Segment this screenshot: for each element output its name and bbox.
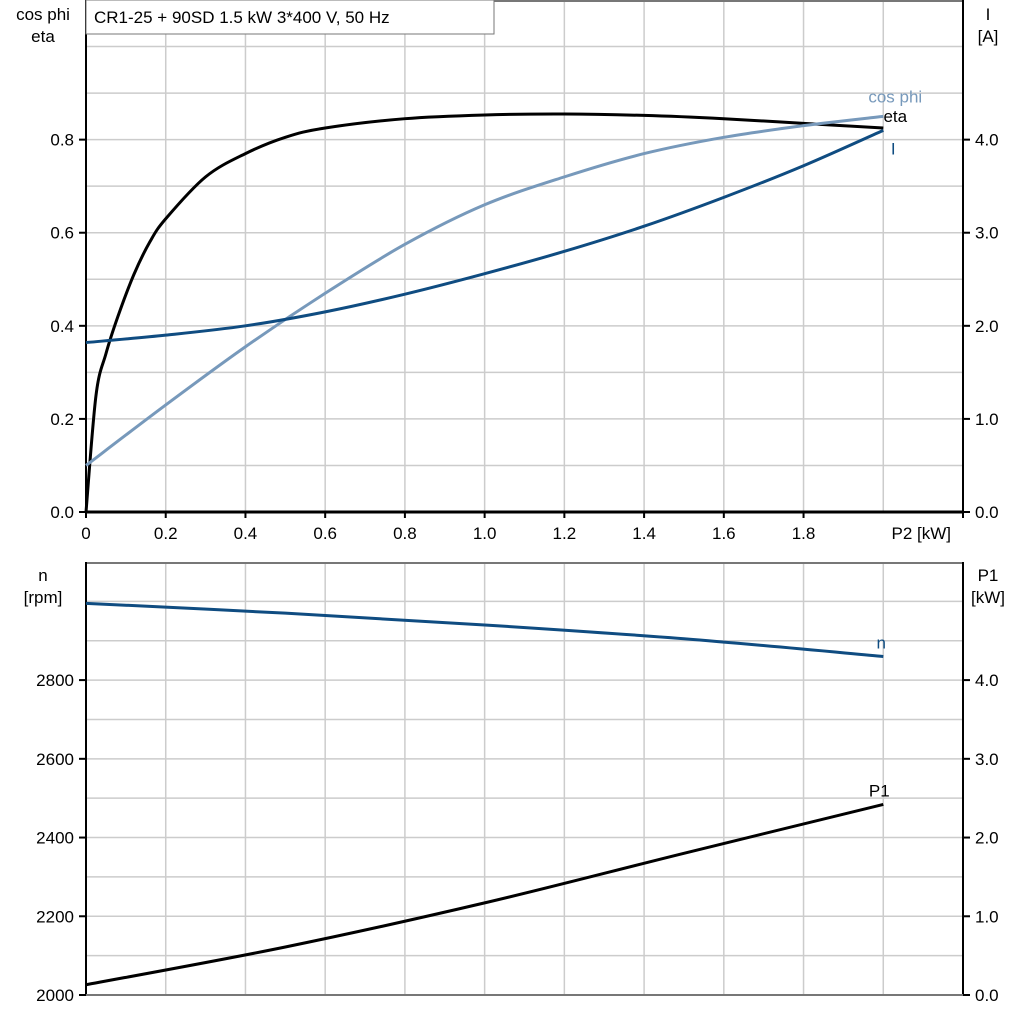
- x-tick-label: 1.2: [553, 524, 577, 543]
- series-line-P1: [85, 803, 884, 987]
- x-tick-label: 1.8: [792, 524, 816, 543]
- x-tick-label: 0.2: [154, 524, 178, 543]
- right-axis-label: [A]: [978, 27, 999, 46]
- x-tick-label: 1.0: [473, 524, 497, 543]
- x-axis-label: P2 [kW]: [892, 524, 952, 543]
- left-tick-label: 2000: [36, 986, 74, 1005]
- series-label-P1: P1: [869, 781, 890, 800]
- left-tick-label: 2800: [36, 671, 74, 690]
- left-axis-label: n: [38, 566, 47, 585]
- left-axis-label: cos phi: [16, 5, 70, 24]
- series-line-I: [85, 128, 884, 345]
- right-tick-label: 4.0: [975, 131, 999, 150]
- series-label-eta: eta: [883, 107, 907, 126]
- series-line-eta: [84, 112, 884, 513]
- series-label-I: I: [891, 139, 896, 158]
- chart-title: CR1-25 + 90SD 1.5 kW 3*400 V, 50 Hz: [94, 8, 390, 27]
- x-tick-label: 0.8: [393, 524, 417, 543]
- series-label-n: n: [877, 633, 886, 652]
- series-line-n: [85, 601, 884, 658]
- x-tick-label: 0.4: [234, 524, 258, 543]
- x-tick-label: 1.4: [632, 524, 656, 543]
- left-tick-label: 0.8: [50, 131, 74, 150]
- right-tick-label: 2.0: [975, 317, 999, 336]
- right-tick-label: 3.0: [975, 224, 999, 243]
- right-tick-label: 3.0: [975, 750, 999, 769]
- right-tick-label: 4.0: [975, 671, 999, 690]
- left-tick-label: 0.0: [50, 503, 74, 522]
- left-axis-label: eta: [31, 27, 55, 46]
- right-axis-label: [kW]: [971, 588, 1005, 607]
- right-tick-label: 1.0: [975, 410, 999, 429]
- right-tick-label: 1.0: [975, 907, 999, 926]
- right-tick-label: 0.0: [975, 986, 999, 1005]
- x-tick-label: 0.6: [313, 524, 337, 543]
- left-tick-label: 0.4: [50, 317, 74, 336]
- left-tick-label: 2600: [36, 750, 74, 769]
- left-tick-label: 0.2: [50, 410, 74, 429]
- series-line-cos-phi: [85, 114, 884, 467]
- right-tick-label: 0.0: [975, 503, 999, 522]
- x-tick-label: 0: [81, 524, 90, 543]
- left-axis-label: [rpm]: [24, 588, 63, 607]
- x-tick-label: 1.6: [712, 524, 736, 543]
- right-axis-label: P1: [978, 566, 999, 585]
- title-box: [85, 0, 495, 35]
- left-tick-label: 2400: [36, 829, 74, 848]
- left-tick-label: 0.6: [50, 224, 74, 243]
- right-tick-label: 2.0: [975, 829, 999, 848]
- left-tick-label: 2200: [36, 907, 74, 926]
- right-axis-label: I: [986, 5, 991, 24]
- series-label-cos-phi: cos phi: [868, 87, 922, 106]
